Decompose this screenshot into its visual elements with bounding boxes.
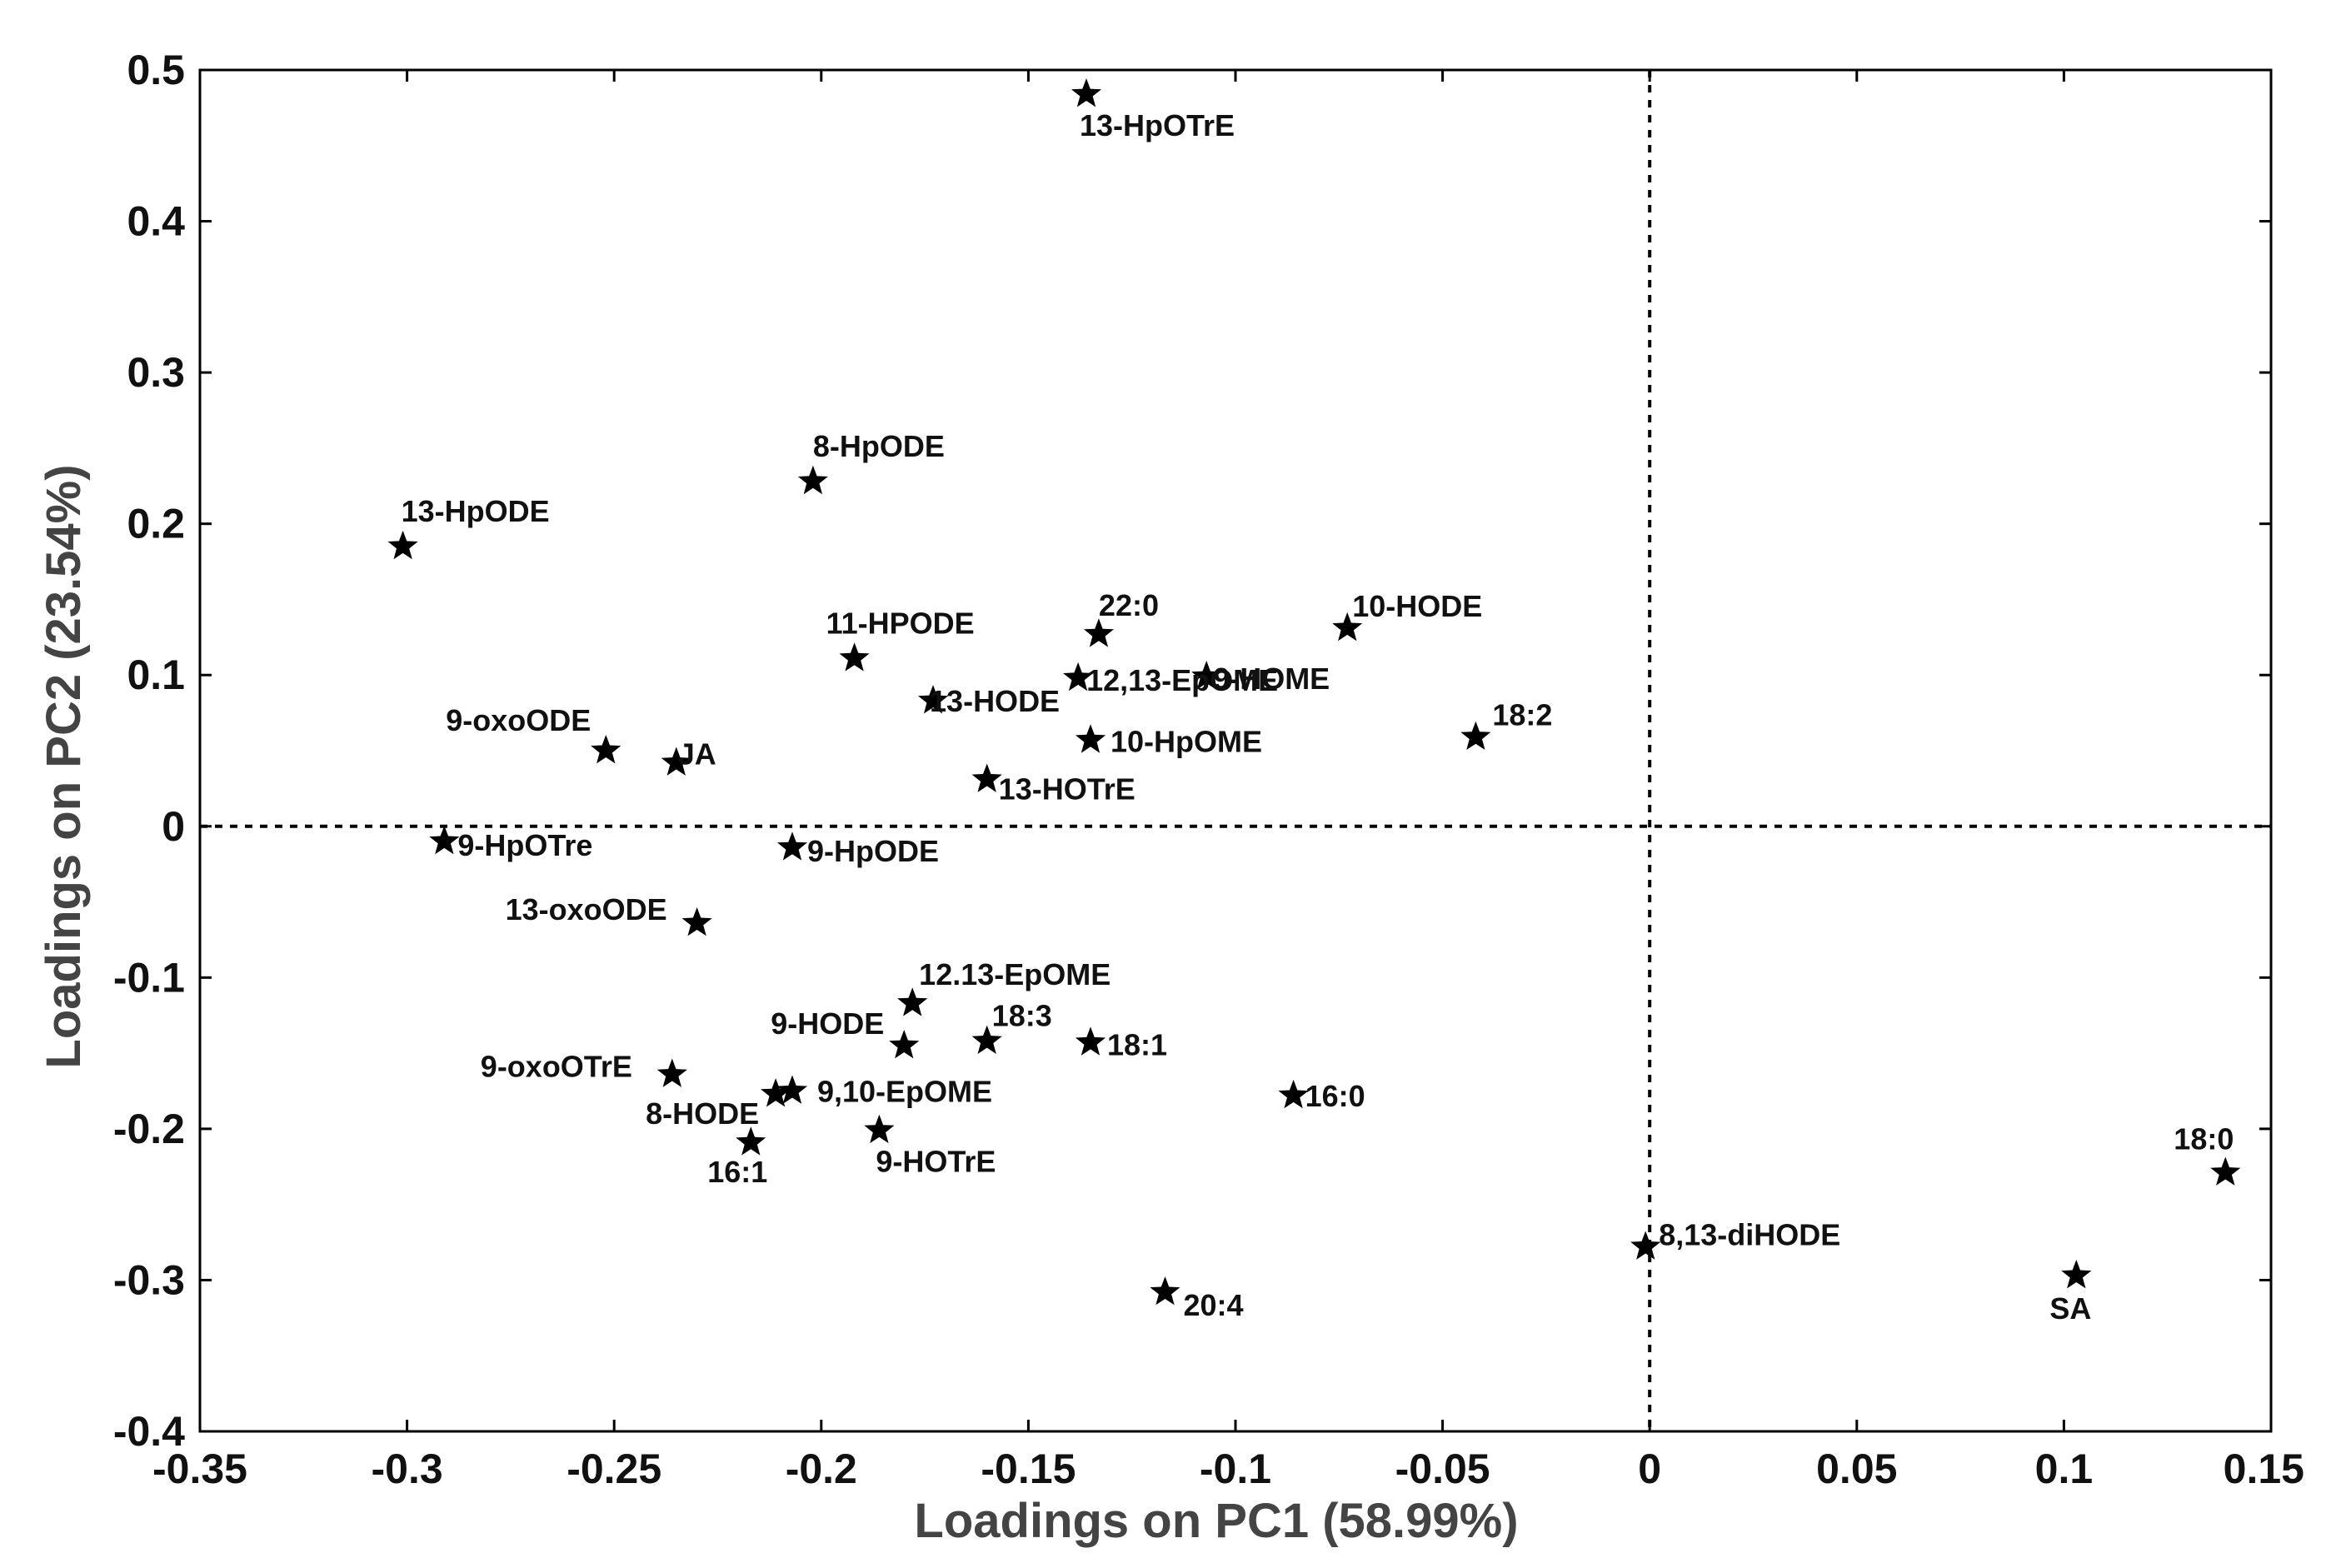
point-marker-star xyxy=(1075,1026,1106,1056)
point-marker-star xyxy=(387,530,418,560)
point-marker-star xyxy=(1063,662,1094,692)
y-tick-label: 0.5 xyxy=(127,47,185,93)
point-marker-star xyxy=(429,825,460,855)
point-marker-star xyxy=(681,907,712,936)
point-marker-star xyxy=(1150,1276,1180,1306)
point-label: 8,13-diHODE xyxy=(1659,1218,1840,1252)
point-marker-star xyxy=(776,1075,808,1104)
y-tick-label: -0.1 xyxy=(113,954,185,1001)
point-marker-star xyxy=(971,1025,1002,1054)
y-tick-label: 0.2 xyxy=(127,501,185,547)
point-marker-star xyxy=(656,1058,687,1087)
point-marker-star xyxy=(776,831,808,861)
point-label: 18:2 xyxy=(1492,698,1552,732)
point-marker-star xyxy=(889,1030,920,1059)
y-tick-label: 0.3 xyxy=(127,349,185,396)
point-label: 13-HpOTrE xyxy=(1080,108,1235,142)
x-tick-label: -0.3 xyxy=(372,1446,443,1492)
point-label: 18:3 xyxy=(992,999,1052,1033)
point-marker-star xyxy=(1630,1231,1661,1260)
point-label: 20:4 xyxy=(1183,1288,1243,1322)
point-marker-star xyxy=(661,747,691,776)
point-label: 8-HpODE xyxy=(813,429,945,463)
point-marker-star xyxy=(918,685,949,714)
x-tick-label: 0.1 xyxy=(2035,1446,2094,1492)
x-axis-ticks: -0.35 -0.3 -0.25 -0.2 -0.15 -0.1 -0.05 0 0.05 0.1… xyxy=(152,70,2304,1492)
point-label: 22:0 xyxy=(1099,588,1159,622)
point-marker-star xyxy=(1075,724,1106,753)
y-tick-label: -0.3 xyxy=(113,1256,185,1303)
y-axis-title: Loadings on PC2 (23.54%) xyxy=(37,464,91,1068)
point-label: 16:1 xyxy=(707,1155,767,1189)
point-marker-star xyxy=(1460,721,1491,750)
x-tick-label: -0.2 xyxy=(786,1446,857,1492)
y-tick-label: 0.1 xyxy=(127,652,185,698)
point-marker-star xyxy=(1332,612,1363,642)
point-marker-star xyxy=(1071,78,1102,107)
point-label: SA xyxy=(2049,1291,2091,1326)
point-label: 10-HODE xyxy=(1352,589,1482,623)
point-marker-star xyxy=(736,1126,766,1156)
point-marker-star xyxy=(839,642,870,672)
point-labels: 13-HpOTrE 8-HpODE 13-HpODE 11-HPODE 22:0 10-H… xyxy=(402,108,2234,1326)
point-label: JA xyxy=(678,737,716,772)
point-marker-star xyxy=(2210,1156,2241,1186)
x-tick-label: -0.15 xyxy=(981,1446,1076,1492)
point-label: 9-HOME xyxy=(1213,662,1330,696)
point-marker-star xyxy=(1191,661,1222,690)
point-marker-star xyxy=(971,763,1002,792)
point-label: 11-HPODE xyxy=(826,606,975,640)
point-marker-star xyxy=(761,1078,791,1107)
point-label: 18:0 xyxy=(2174,1122,2234,1156)
point-label: 10-HpOME xyxy=(1111,724,1262,758)
point-marker-star xyxy=(864,1114,895,1144)
point-label: 13-HpODE xyxy=(402,494,550,528)
point-label: 9-oxoODE xyxy=(446,703,591,737)
x-tick-label: 0.15 xyxy=(2224,1446,2304,1492)
point-label: 8-HODE xyxy=(646,1096,759,1131)
x-tick-label: -0.35 xyxy=(152,1446,247,1492)
point-label: 13-HODE xyxy=(930,684,1060,718)
point-marker-star xyxy=(897,987,928,1016)
x-tick-label: 0.05 xyxy=(1816,1446,1897,1492)
y-tick-label: -0.4 xyxy=(113,1408,185,1455)
y-tick-label: 0.4 xyxy=(127,198,185,245)
point-marker-star xyxy=(2061,1260,2092,1289)
x-axis-title: Loadings on PC1 (58.99%) xyxy=(914,1494,1518,1548)
y-tick-label: -0.2 xyxy=(113,1106,185,1152)
point-label: 12,13-EpOME xyxy=(1086,663,1278,697)
point-marker-star xyxy=(797,465,828,495)
point-marker-star xyxy=(1083,618,1114,647)
point-label: 9,10-EpOME xyxy=(817,1075,992,1109)
point-label: 12.13-EpOME xyxy=(919,957,1111,991)
y-axis-ticks: 0.5 0.4 0.3 0.2 0.1 0 -0.1 -0.2 -0.3 -0.4 xyxy=(113,47,2271,1455)
y-tick-label: 0 xyxy=(162,803,185,850)
point-label: 9-HODE xyxy=(771,1006,884,1041)
reference-lines xyxy=(200,70,2271,1431)
x-tick-label: -0.05 xyxy=(1395,1446,1490,1492)
x-tick-label: -0.1 xyxy=(1200,1446,1271,1492)
point-label: 13-oxoODE xyxy=(506,892,667,926)
data-points xyxy=(387,78,2241,1306)
point-label: 9-HpOTre xyxy=(457,828,592,862)
point-marker-star xyxy=(591,735,621,764)
point-label: 9-HOTrE xyxy=(876,1145,996,1179)
point-label: 9-HpODE xyxy=(807,834,939,868)
point-marker-star xyxy=(1278,1079,1309,1109)
point-label: 13-HOTrE xyxy=(999,772,1136,806)
x-tick-label: 0 xyxy=(1638,1446,1661,1492)
point-label: 16:0 xyxy=(1305,1079,1365,1113)
point-label: 18:1 xyxy=(1107,1027,1167,1061)
x-tick-label: -0.25 xyxy=(567,1446,661,1492)
point-label: 9-oxoOTrE xyxy=(481,1050,632,1084)
